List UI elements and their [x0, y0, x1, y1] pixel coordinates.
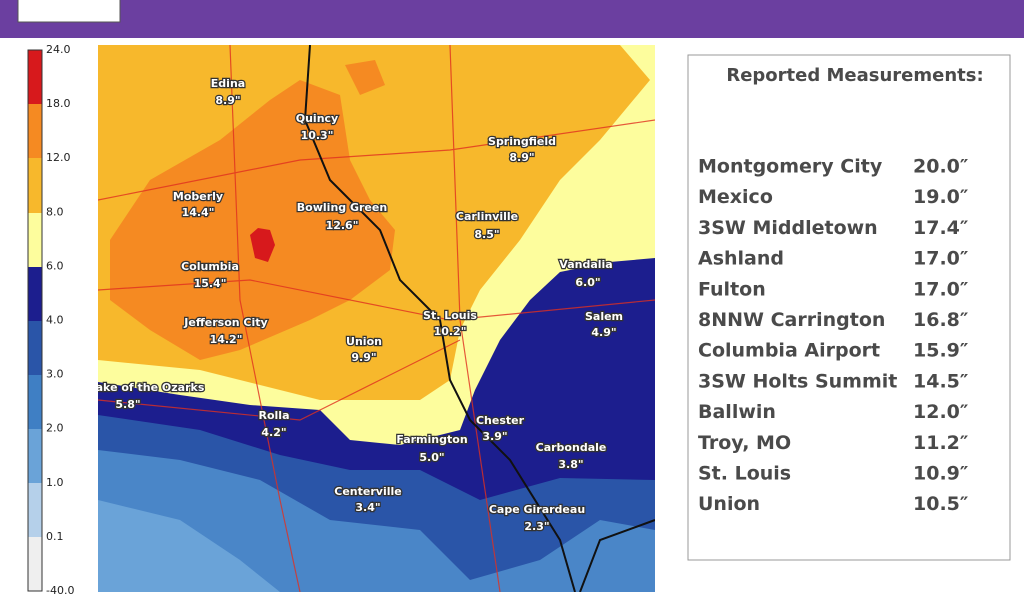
city-name: Farmington	[396, 433, 467, 446]
city-value: 3.4"	[355, 501, 380, 514]
city-value: 4.9"	[591, 326, 616, 339]
color-bar-label: 6.0	[46, 259, 64, 272]
row-place: Montgomery City	[698, 156, 883, 178]
header-logo-box	[17, 0, 121, 23]
city-name: Quincy	[296, 112, 338, 125]
city-value: 5.8"	[115, 398, 140, 411]
city-name: Bowling Green	[297, 201, 387, 214]
color-bar-label: 0.1	[46, 530, 64, 543]
row-place: Columbia Airport	[698, 340, 880, 362]
row-place: Mexico	[698, 186, 773, 208]
row-amount: 16.8″	[913, 309, 969, 331]
color-bar-label: 18.0	[46, 97, 71, 110]
header-bar	[0, 0, 1024, 38]
color-bar-label: 4.0	[46, 314, 64, 327]
city-value: 9.9"	[351, 351, 376, 364]
city-name: Union	[346, 335, 382, 348]
color-bar-label: 24.0	[46, 43, 71, 56]
city-name: St. Louis	[423, 309, 477, 322]
row-amount: 10.5″	[913, 493, 969, 515]
color-bar-label: 12.0	[46, 151, 71, 164]
row-amount: 17.0″	[913, 248, 969, 270]
row-place: Fulton	[698, 278, 766, 300]
city-value: 3.8"	[558, 458, 583, 471]
row-amount: 17.0″	[913, 278, 969, 300]
row-amount: 10.9″	[913, 463, 969, 485]
city-name: Salem	[585, 310, 623, 323]
city-name: Cape Girardeau	[489, 503, 585, 516]
city-value: 8.9"	[509, 151, 534, 164]
row-amount: 15.9″	[913, 340, 969, 362]
city-name: Vandalia	[559, 258, 612, 271]
city-value: 14.2"	[210, 333, 243, 346]
city-value: 10.2"	[434, 325, 467, 338]
city-name: Jefferson City	[183, 316, 267, 329]
map: Edina 8.9" Quincy 10.3" Springfield 8.9" Mober…	[96, 45, 655, 592]
row-amount: 11.2″	[913, 432, 969, 454]
city-name: Centerville	[334, 485, 401, 498]
color-bar-label: 3.0	[46, 368, 64, 381]
row-place: Ballwin	[698, 401, 776, 423]
city-name: Edina	[211, 77, 245, 90]
row-place: Union	[698, 493, 760, 515]
row-place: 3SW Holts Summit	[698, 370, 897, 392]
city-value: 3.9"	[482, 430, 507, 443]
city-name: Moberly	[173, 190, 223, 203]
city-name: Rolla	[259, 409, 290, 422]
city-value: 14.4"	[182, 206, 215, 219]
city-value: 2.3"	[524, 520, 549, 533]
city-name: Chester	[476, 414, 525, 427]
color-bar	[27, 49, 43, 592]
row-amount: 14.5″	[913, 370, 969, 392]
color-bar-label: 2.0	[46, 422, 64, 435]
row-place: St. Louis	[698, 463, 791, 485]
color-bar-label: -40.0	[46, 584, 74, 597]
row-place: Ashland	[698, 248, 784, 270]
city-value: 6.0"	[575, 276, 600, 289]
row-amount: 12.0″	[913, 401, 969, 423]
city-value: 10.3"	[301, 129, 334, 142]
row-amount: 17.4″	[913, 217, 969, 239]
row-amount: 19.0″	[913, 186, 969, 208]
city-name: Columbia	[181, 260, 239, 273]
city-value: 8.9"	[215, 94, 240, 107]
city-value: 8.5"	[474, 228, 499, 241]
city-value: 15.4"	[194, 277, 227, 290]
city-name: Carlinville	[456, 210, 518, 223]
city-name: Carbondale	[536, 441, 607, 454]
panel-title: Reported Measurements:	[726, 65, 983, 86]
measurement-panel	[687, 54, 1011, 561]
city-value: 4.2"	[261, 426, 286, 439]
city-value: 12.6"	[326, 219, 359, 232]
color-bar-label: 8.0	[46, 205, 64, 218]
city-name: Springfield	[488, 135, 556, 148]
color-bar-label: 1.0	[46, 476, 64, 489]
row-place: Troy, MO	[698, 432, 791, 454]
row-place: 8NNW Carrington	[698, 309, 885, 331]
city-name: ake of the Ozarks	[96, 381, 205, 394]
city-value: 5.0"	[419, 451, 444, 464]
row-amount: 20.0″	[913, 156, 969, 178]
row-place: 3SW Middletown	[698, 217, 878, 239]
